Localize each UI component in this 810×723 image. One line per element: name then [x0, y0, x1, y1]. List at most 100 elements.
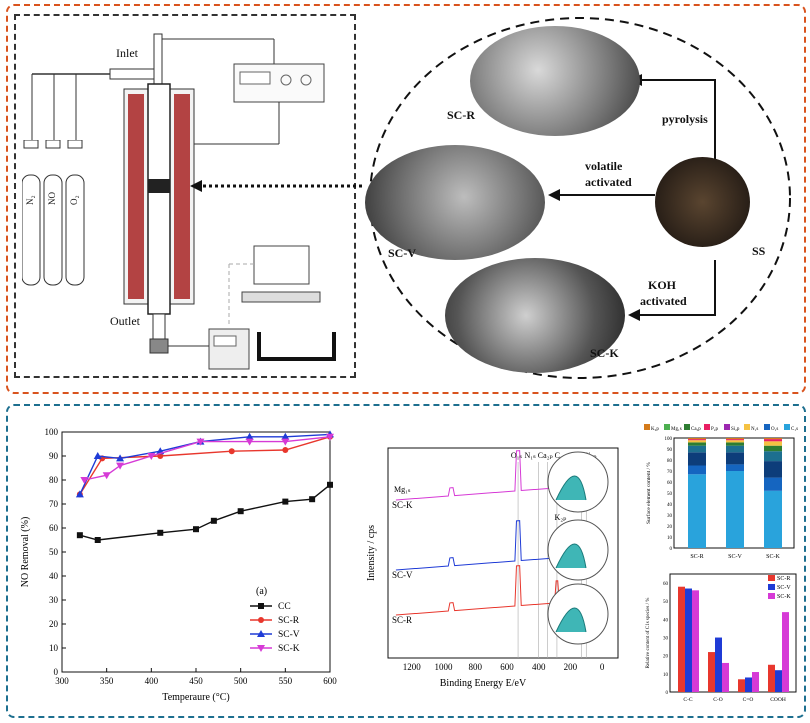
y-tick-label: 40 — [49, 571, 59, 581]
stacked-bar-segment — [764, 477, 782, 491]
surface-element-chart: K₂p Mg₁s Ca₂p P₂p Si₂p N₁s O₁s C₁s 0 10 20 30 40 50 60… — [644, 424, 798, 560]
data-point-cc — [76, 532, 83, 539]
bar-sc-k — [782, 612, 789, 692]
x-tick-label: C=O — [743, 697, 754, 703]
panel-label: (a) — [256, 586, 267, 597]
bar-sc-v — [745, 677, 752, 692]
y-tick-label: 0 — [670, 547, 673, 552]
peak-label: K₂ₚ — [555, 513, 567, 522]
x-tick-label: 400 — [532, 662, 546, 672]
bar-sc-v — [685, 588, 692, 692]
legend-label: O₁s — [771, 427, 778, 432]
series-sc-k — [80, 433, 334, 484]
y-tick-label: 80 — [667, 459, 673, 464]
data-point-cc — [237, 508, 244, 515]
y-tick-label: 20 — [663, 655, 669, 660]
legend-label: Mg₁s — [671, 427, 682, 432]
bar-sc-k — [752, 672, 759, 692]
dotted-arrow — [190, 180, 362, 192]
sem-image-sc-v — [365, 145, 545, 260]
data-point-sc-k — [80, 477, 89, 484]
label-activated-1: activated — [585, 175, 632, 189]
legend-swatch — [724, 424, 730, 430]
y-tick-label: 100 — [665, 437, 673, 442]
data-point-sc-k — [116, 462, 125, 470]
x-tick-label: COOH — [770, 697, 786, 703]
c1s-inset-peak — [555, 475, 587, 501]
y-tick-label: 30 — [49, 595, 59, 605]
data-point-sc-k — [102, 472, 111, 480]
stacked-bar-segment — [688, 440, 706, 443]
bar-sc-v — [775, 670, 782, 692]
x-tick-label: C-C — [683, 697, 693, 703]
y-tick-label: 60 — [667, 481, 673, 486]
y-axis-label: Intensity / cps — [366, 525, 377, 581]
legend-swatch — [684, 424, 690, 430]
sem-image-sc-r — [470, 26, 640, 136]
y-tick-label: 10 — [663, 673, 669, 678]
ss-photo — [655, 157, 750, 247]
data-point-sc-v — [75, 490, 84, 498]
stacked-bar-segment — [726, 471, 744, 548]
y-tick-label: 70 — [667, 470, 673, 475]
y-tick-label: 30 — [667, 514, 673, 519]
data-point-cc — [327, 481, 333, 488]
series-line-sc-v — [79, 433, 331, 495]
c1s-inset-peak — [555, 543, 587, 569]
legend-swatch — [764, 424, 770, 430]
legend-marker-cc — [258, 603, 264, 609]
y-axis-label: NO Removal (%) — [20, 517, 31, 588]
y-tick-label: 40 — [663, 618, 669, 623]
y-tick-label: 20 — [667, 525, 673, 530]
data-point-sc-v — [281, 432, 290, 440]
stacked-bar-segment — [764, 461, 782, 478]
legend-swatch — [768, 584, 775, 590]
data-point-cc — [309, 496, 316, 503]
legend-swatch — [784, 424, 790, 430]
y-tick-label: 0 — [666, 691, 669, 696]
y-tick-label: 30 — [663, 637, 669, 642]
data-point-sc-k — [196, 438, 205, 446]
outlet-label: Outlet — [110, 314, 140, 328]
y-tick-label: 40 — [667, 503, 673, 508]
y-tick-label: 20 — [49, 619, 59, 629]
peak-label: N₁ₛ Ca₂ₚ C₁ₛ — [525, 451, 566, 460]
stacked-bar-segment — [726, 442, 744, 446]
stacked-bar-segment — [764, 441, 782, 446]
y-tick-label: 70 — [49, 499, 59, 509]
bar-sc-v — [715, 637, 722, 692]
stacked-bar-segment — [688, 438, 706, 440]
data-point-sc-v — [116, 454, 125, 462]
stacked-bar-segment — [764, 438, 782, 440]
x-tick-label: C-O — [713, 697, 723, 703]
series-cc — [76, 481, 333, 543]
x-tick-label: 1200 — [403, 662, 422, 672]
x-tick-label: 200 — [564, 662, 578, 672]
stacked-bar-segment — [764, 451, 782, 462]
legend-swatch — [644, 424, 650, 430]
legend-swatch — [704, 424, 710, 430]
label-ss: SS — [752, 244, 766, 258]
legend-label-sc-k: SC-K — [278, 644, 300, 654]
legend-swatch — [664, 424, 670, 430]
legend-label: SC-K — [777, 594, 791, 600]
y-tick-label: 10 — [49, 643, 59, 653]
peak-label: Mg₁ₛ — [394, 485, 411, 494]
gas-label-n2: N₂ — [25, 195, 35, 205]
legend-label: K₂p — [651, 427, 659, 432]
data-point-sc-k — [326, 433, 334, 441]
data-point-cc — [94, 537, 101, 543]
y-tick-label: 50 — [667, 492, 673, 497]
label-activated-2: activated — [640, 294, 687, 308]
bar-sc-r — [768, 664, 775, 692]
legend-marker-sc-v — [257, 630, 265, 637]
data-point-sc-k — [281, 438, 290, 446]
peak-label: O₁ₛ — [511, 451, 523, 460]
x-tick-label: SC-K — [766, 554, 780, 560]
legend-label-cc: CC — [278, 602, 291, 612]
y-tick-label: 0 — [54, 667, 59, 677]
bar-sc-k — [722, 662, 729, 692]
x-tick-label: 550 — [279, 676, 293, 686]
label-pyrolysis: pyrolysis — [662, 112, 708, 126]
x-tick-label: 500 — [234, 676, 248, 686]
